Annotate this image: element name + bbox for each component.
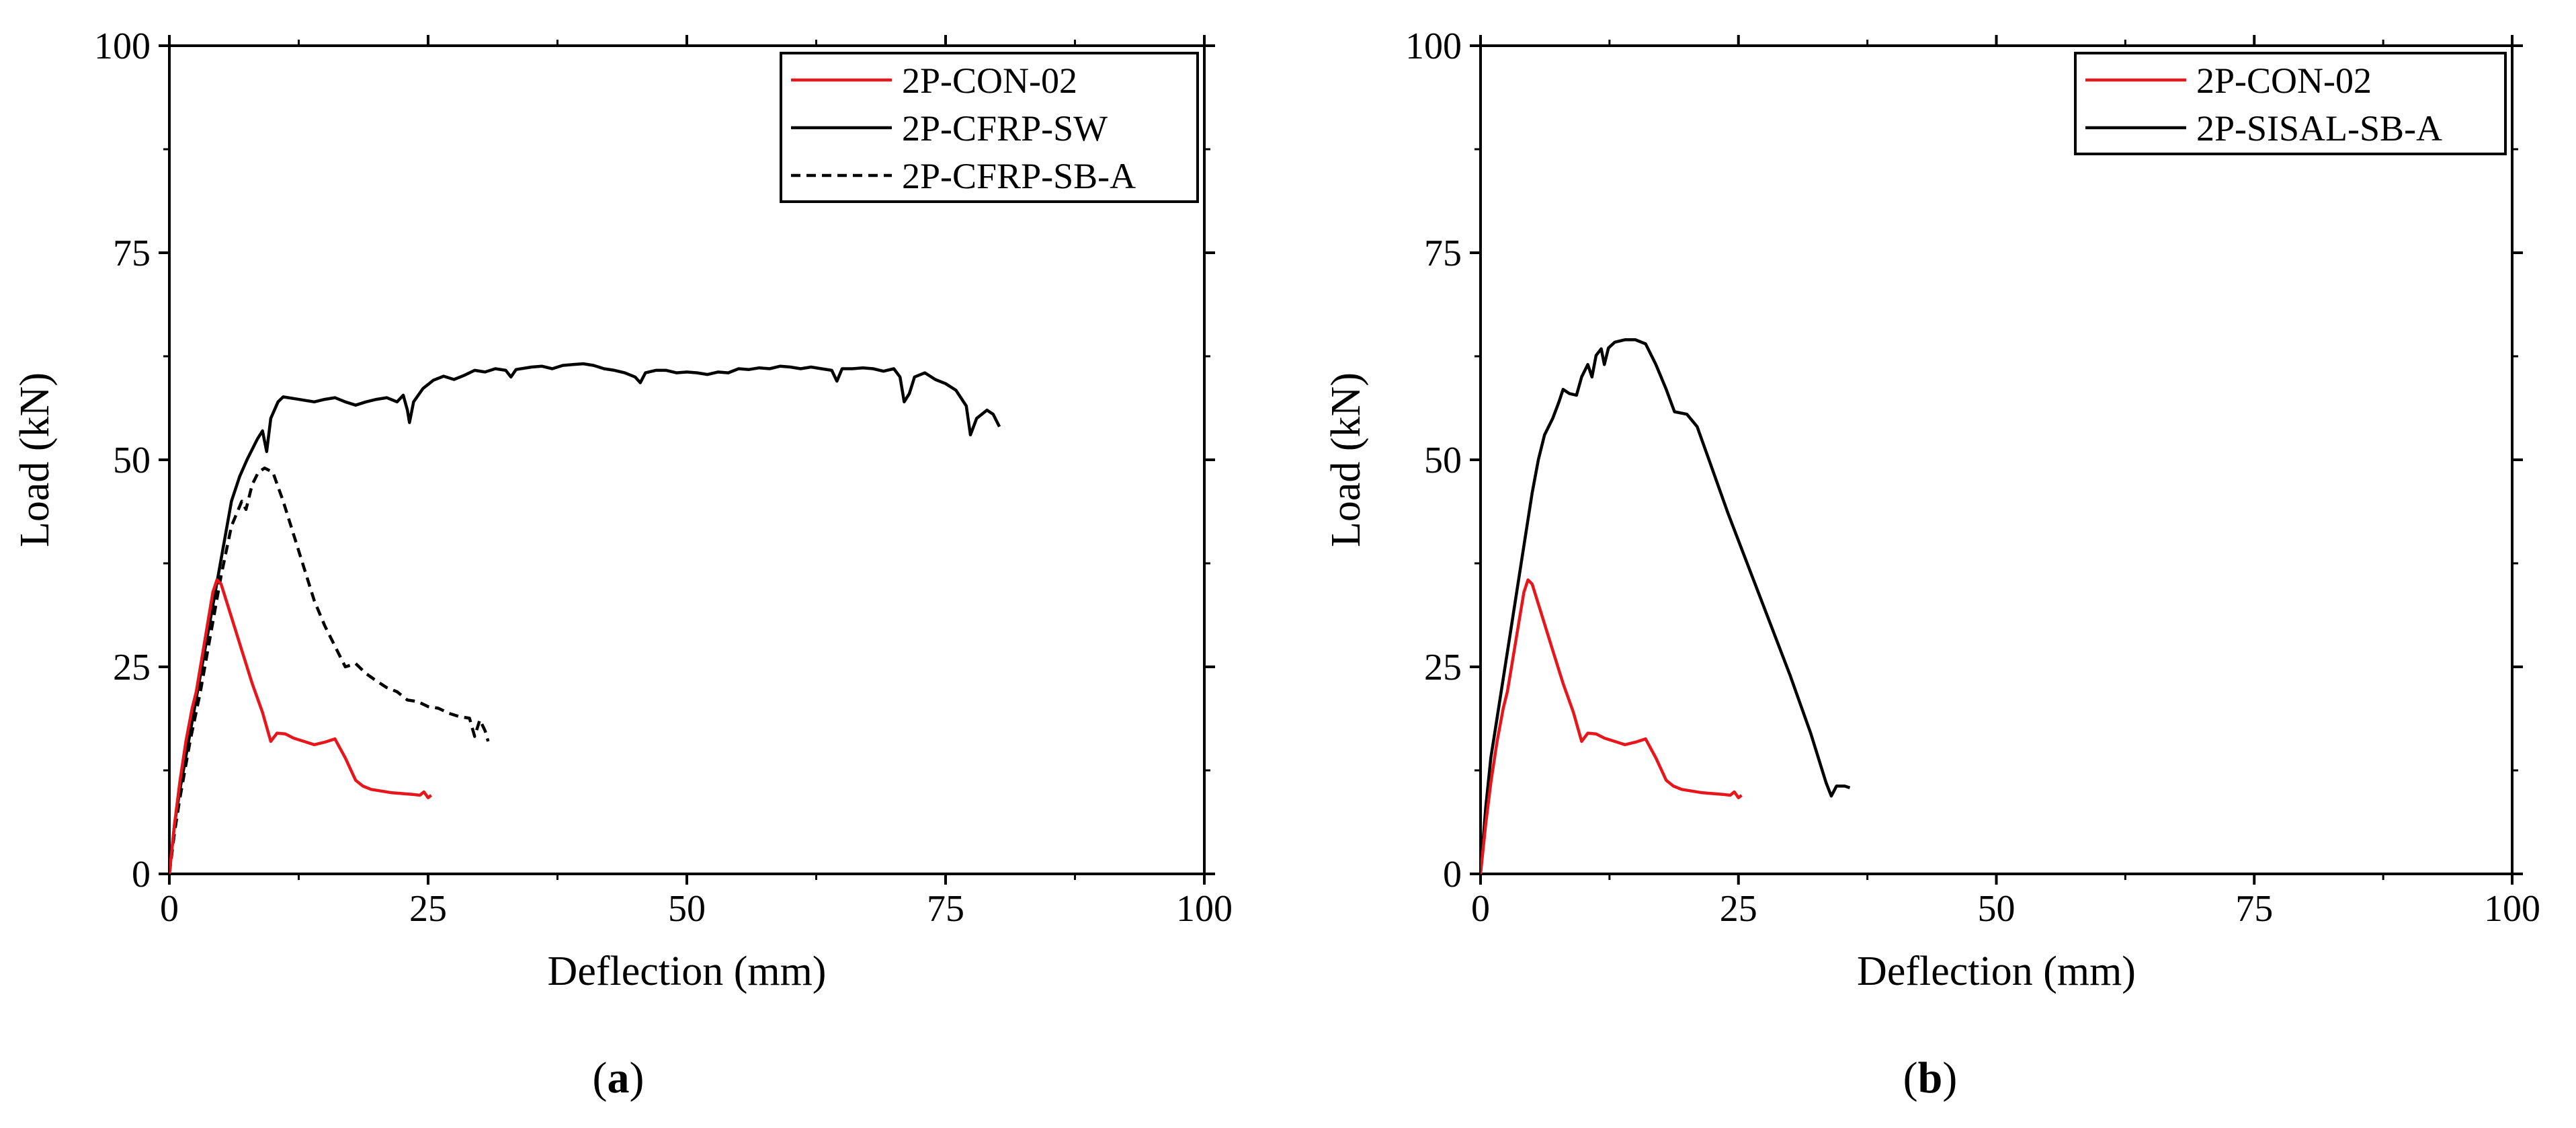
series-group: [1481, 338, 1851, 874]
y-tick-label: 25: [1424, 647, 1462, 688]
caption-letter: b: [1918, 1053, 1943, 1102]
y-tick-label: 75: [113, 233, 151, 274]
x-axis-title: Deflection (mm): [1857, 949, 2136, 994]
y-tick-label: 0: [1443, 854, 1462, 895]
legend-label: 2P-CON-02: [2196, 61, 2372, 101]
series-group: [169, 362, 1001, 874]
legend-box: [2074, 52, 2507, 155]
series-line-2p-sisal-sb-a: [1481, 338, 1851, 874]
panel-a: 0 25 50 75 100 0 25 50 75 100 Deflection (mm) Load …: [12, 26, 1233, 1102]
y-tick-label: 50: [1424, 440, 1462, 481]
x-tick-label: 50: [668, 888, 706, 930]
x-axis-title: Deflection (mm): [548, 949, 827, 994]
x-tick-label: 0: [160, 888, 179, 930]
caption-letter: a: [608, 1053, 630, 1102]
legend: 2P-CON-02 2P-CFRP-SW 2P-CFRP-SB-A: [780, 52, 1199, 203]
series-line-2p-con-02: [1481, 578, 1743, 874]
panel-caption: (a): [593, 1053, 645, 1102]
y-tick-label: 0: [132, 854, 151, 895]
series-line-2p-cfrp-sw: [169, 362, 1001, 874]
panel-b: 0 25 50 75 100 0 25 50 75 100 Deflection (mm) Load …: [1323, 26, 2540, 1102]
y-axis-title: Load (kN): [12, 372, 58, 547]
x-tick-label: 100: [2484, 888, 2540, 930]
x-tick-label: 25: [1720, 888, 1757, 930]
y-axis-title: Load (kN): [1323, 372, 1369, 547]
series-line-2p-cfrp-sb-a: [169, 467, 490, 874]
panel-caption: (b): [1903, 1053, 1958, 1102]
x-tick-label: 75: [2235, 888, 2273, 930]
y-tick-label: 100: [94, 26, 151, 67]
x-tick-label: 25: [409, 888, 447, 930]
legend-label: 2P-CFRP-SB-A: [902, 156, 1136, 196]
series-line-2p-con-02: [169, 578, 433, 874]
legend-label: 2P-CON-02: [902, 61, 1077, 101]
legend: 2P-CON-02 2P-SISAL-SB-A: [2074, 52, 2507, 155]
caption-open-paren: (: [593, 1053, 608, 1102]
x-tick-label: 100: [1176, 888, 1233, 930]
y-tick-label: 100: [1405, 26, 1462, 67]
x-tick-label: 50: [1978, 888, 2016, 930]
y-tick-label: 75: [1424, 233, 1462, 274]
y-tick-label: 50: [113, 440, 151, 481]
caption-close-paren: ): [630, 1053, 645, 1102]
legend-label: 2P-SISAL-SB-A: [2196, 108, 2442, 149]
caption-close-paren: ): [1942, 1053, 1957, 1102]
caption-open-paren: (: [1903, 1053, 1918, 1102]
plot-frame: [1479, 44, 2513, 875]
y-tick-label: 25: [113, 647, 151, 688]
x-tick-label: 75: [927, 888, 964, 930]
x-tick-label: 0: [1471, 888, 1490, 930]
legend-label: 2P-CFRP-SW: [902, 108, 1108, 149]
